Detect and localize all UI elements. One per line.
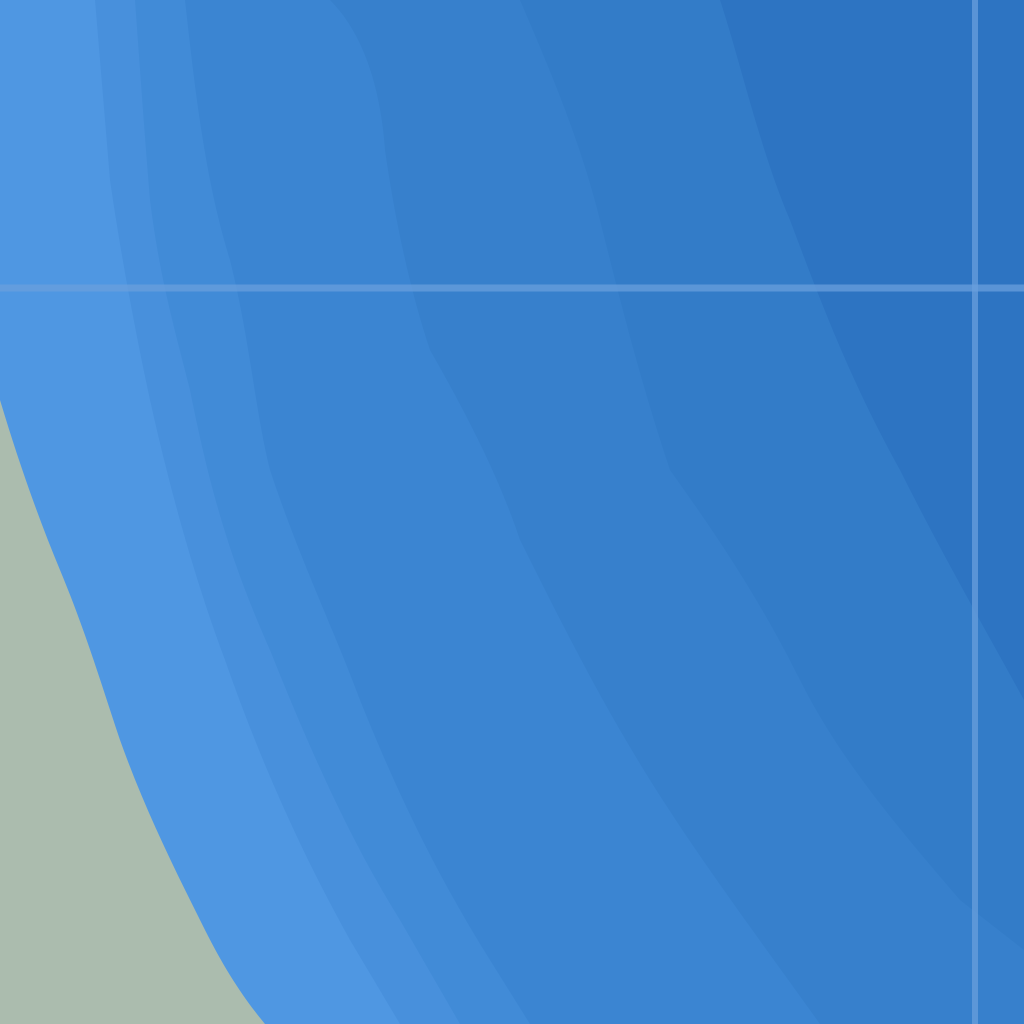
land-mass — [0, 400, 265, 1024]
